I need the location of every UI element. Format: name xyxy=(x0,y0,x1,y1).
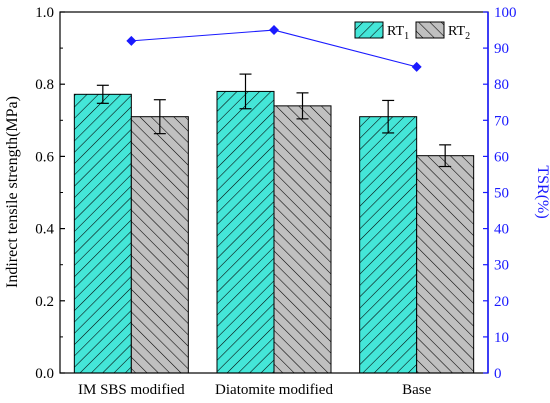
x-category-label: Base xyxy=(402,382,432,398)
y-right-tick-label: 30 xyxy=(494,258,509,274)
tsr-point xyxy=(126,35,137,46)
legend-label: RT1 xyxy=(387,24,409,42)
legend-label: RT2 xyxy=(448,24,470,42)
y-right-tick-label: 80 xyxy=(494,77,509,93)
bars-layer xyxy=(73,90,475,374)
y-right-tick-label: 40 xyxy=(494,222,509,238)
legend-swatch-hatch xyxy=(354,21,384,39)
tsr-point xyxy=(269,25,279,36)
x-category-label: IM SBS modified xyxy=(78,382,185,398)
y-right-tick-label: 70 xyxy=(494,113,509,129)
legend: RT1 RT2 xyxy=(354,21,470,42)
y-tick-label: 0.6 xyxy=(35,149,54,165)
y-axis-title: Indirect tensile strength(MPa) xyxy=(4,96,21,288)
bar-hatch xyxy=(273,105,332,374)
y-right-tick-label: 50 xyxy=(494,186,509,202)
bar-hatch xyxy=(416,155,475,374)
x-category-label: Diatomite modified xyxy=(215,382,333,398)
bar-hatch xyxy=(216,90,275,374)
y-tick-label: 0.0 xyxy=(35,366,54,382)
bar-hatch xyxy=(73,93,132,374)
bar-hatch xyxy=(359,116,418,374)
tsr-line-layer xyxy=(126,25,422,72)
y-tick-label: 0.8 xyxy=(35,77,54,93)
y-right-tick-label: 20 xyxy=(494,294,509,310)
y-right-tick-label: 0 xyxy=(494,366,502,382)
y-tick-label: 0.2 xyxy=(35,294,54,310)
bar-hatch xyxy=(130,116,189,374)
right-axis-ticks: 0 10 20 30 40 50 60 70 80 90 100 xyxy=(483,5,517,382)
y-right-tick-label: 100 xyxy=(494,5,517,21)
y-tick-label: 0.4 xyxy=(35,222,54,238)
x-axis-labels: IM SBS modified Diatomite modified Base xyxy=(78,382,432,398)
y-right-tick-label: 60 xyxy=(494,149,509,165)
left-axis-ticks: 0.0 0.2 0.4 0.6 0.8 1.0 xyxy=(35,5,65,382)
y-tick-label: 1.0 xyxy=(35,5,54,21)
y-right-tick-label: 10 xyxy=(494,330,509,346)
y-axis-right-title: TSR(%) xyxy=(534,165,550,218)
tsr-point xyxy=(411,61,422,72)
y-right-tick-label: 90 xyxy=(494,41,509,57)
legend-swatch-hatch xyxy=(415,21,445,39)
error-bars-layer xyxy=(96,73,452,168)
